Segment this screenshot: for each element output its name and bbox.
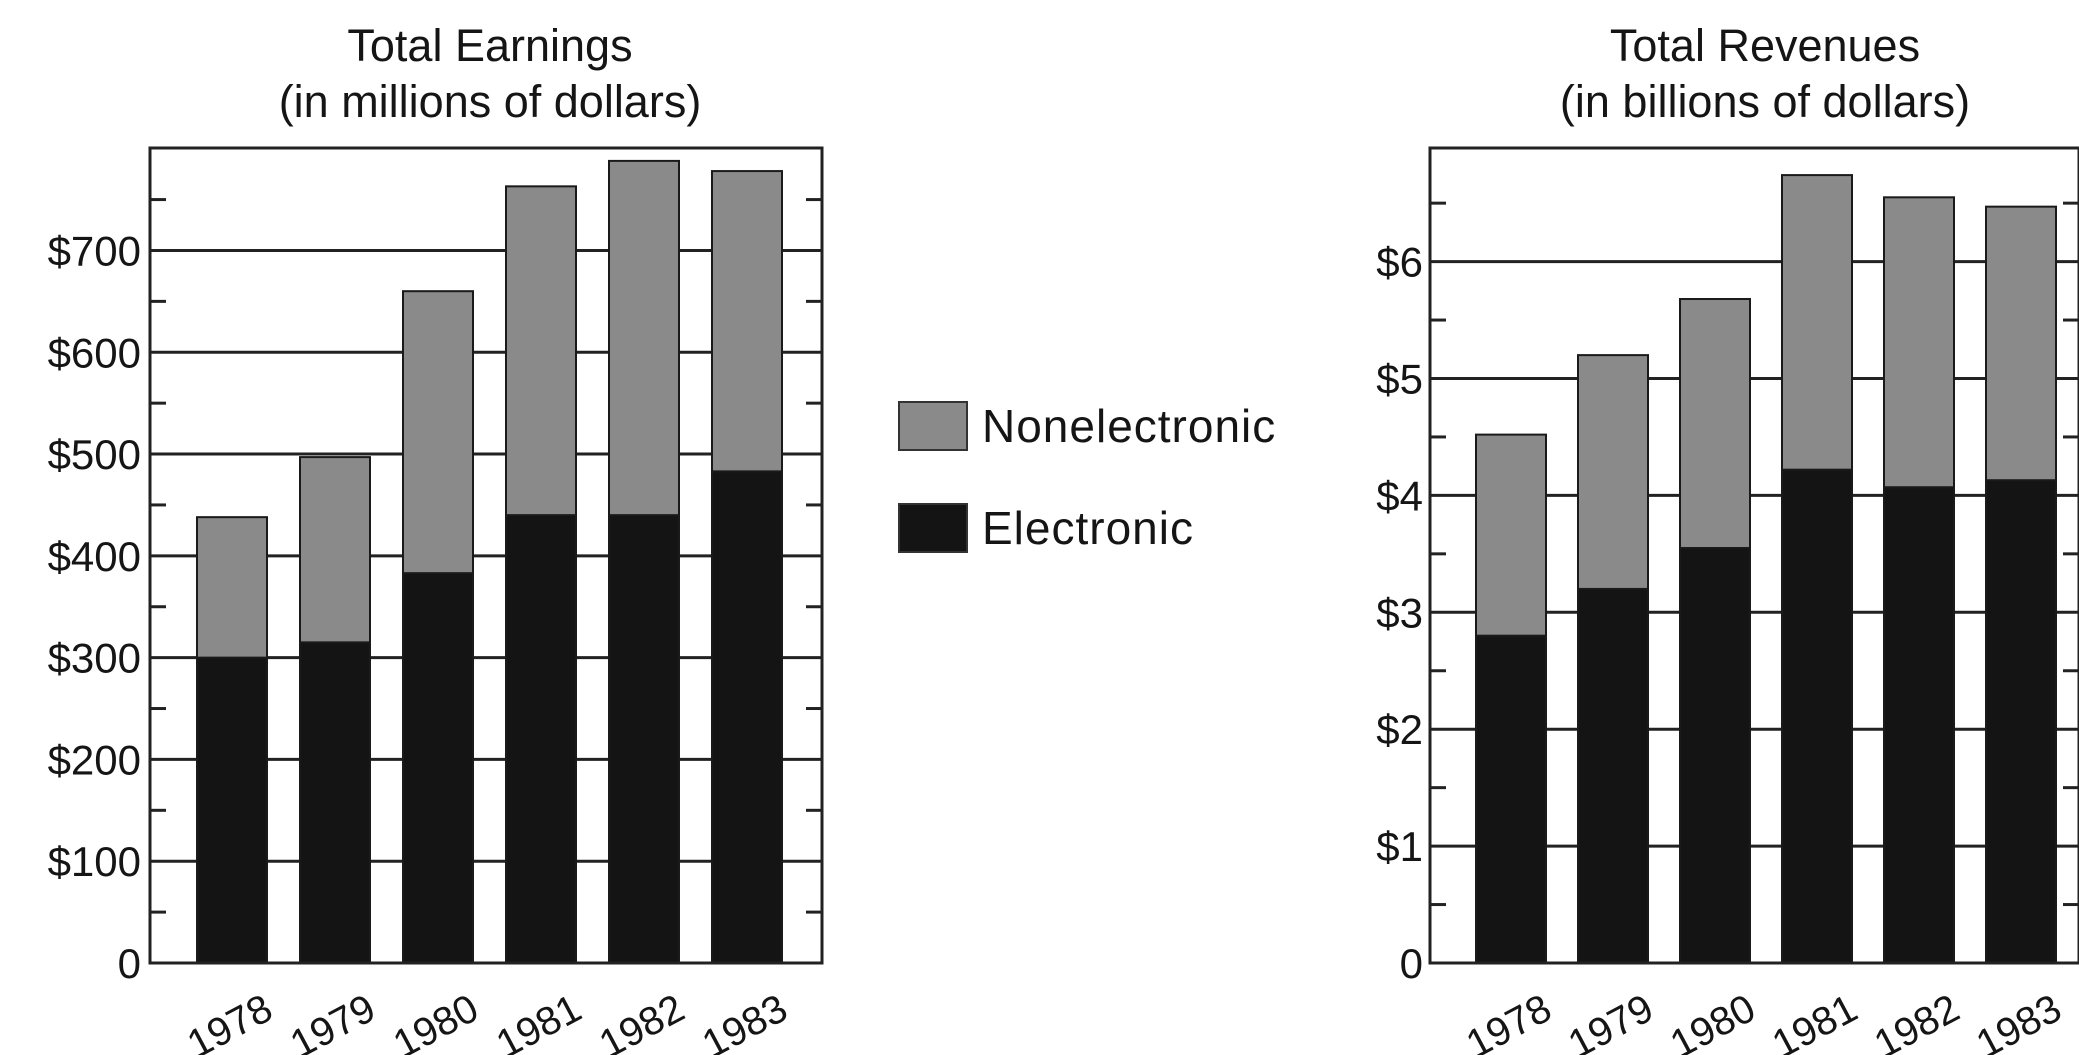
earnings-x-tick-label: 1981 bbox=[489, 986, 588, 1055]
legend-swatch-electronic bbox=[898, 503, 968, 553]
revenues-y-tick-label: 0 bbox=[1400, 940, 1423, 987]
revenues-bar-electronic-1978 bbox=[1475, 634, 1547, 964]
earnings-x-tick-label: 1982 bbox=[592, 986, 691, 1055]
earnings-title-subtitle: (in millions of dollars) bbox=[278, 76, 702, 127]
revenues-bar-nonelectronic-1981 bbox=[1781, 174, 1853, 471]
earnings-x-tick-label: 1983 bbox=[695, 986, 794, 1055]
revenues-y-tick-label: $1 bbox=[1376, 823, 1423, 870]
legend: Nonelectronic Electronic bbox=[898, 398, 1276, 602]
revenues-bar-electronic-1981 bbox=[1781, 468, 1853, 964]
earnings-bar-electronic-1980 bbox=[402, 572, 474, 964]
earnings-bar-nonelectronic-1978 bbox=[196, 516, 268, 659]
earnings-bar-electronic-1981 bbox=[505, 514, 577, 965]
revenues-x-tick-label: 1983 bbox=[1969, 986, 2068, 1055]
earnings-x-tick-label: 1980 bbox=[386, 986, 485, 1055]
earnings-y-tick-label: 0 bbox=[118, 940, 141, 987]
revenues-chart: 1978 1979 1980 1981 1982 1983 0 $1 $2 $3 $4 $5 $6 bbox=[1376, 146, 2079, 1055]
revenues-bar-electronic-1979 bbox=[1577, 587, 1649, 964]
revenues-x-tick-label: 1979 bbox=[1561, 986, 1660, 1055]
revenues-title: Total Revenues (in billions of dollars) bbox=[1425, 18, 2079, 130]
revenues-x-tick-label: 1981 bbox=[1765, 986, 1864, 1055]
earnings-bar-electronic-1982 bbox=[608, 514, 680, 965]
earnings-bar-electronic-1983 bbox=[711, 470, 783, 964]
legend-label-electronic: Electronic bbox=[982, 502, 1194, 554]
earnings-y-tick-label: $700 bbox=[48, 227, 141, 274]
revenues-y-tick-label: $5 bbox=[1376, 356, 1423, 403]
revenues-bar-nonelectronic-1982 bbox=[1883, 196, 1955, 489]
earnings-x-tick-label: 1978 bbox=[180, 986, 279, 1055]
earnings-bar-electronic-1978 bbox=[196, 656, 268, 964]
earnings-x-tick-label: 1979 bbox=[283, 986, 382, 1055]
earnings-y-tick-label: $300 bbox=[48, 635, 141, 682]
earnings-bar-nonelectronic-1980 bbox=[402, 290, 474, 575]
earnings-bar-electronic-1979 bbox=[299, 641, 371, 964]
revenues-bar-electronic-1982 bbox=[1883, 486, 1955, 964]
earnings-y-tick-label: $600 bbox=[48, 329, 141, 376]
revenues-bar-electronic-1980 bbox=[1679, 547, 1751, 964]
legend-item-electronic: Electronic bbox=[898, 500, 1276, 556]
earnings-plot-frame bbox=[148, 146, 824, 965]
earnings-y-tick-label: $100 bbox=[48, 838, 141, 885]
earnings-title-main: Total Earnings bbox=[347, 20, 633, 71]
earnings-title: Total Earnings (in millions of dollars) bbox=[150, 18, 830, 130]
revenues-x-tick-label: 1978 bbox=[1459, 986, 1558, 1055]
revenues-x-tick-label: 1980 bbox=[1663, 986, 1762, 1055]
legend-swatch-nonelectronic bbox=[898, 401, 968, 451]
earnings-bar-nonelectronic-1979 bbox=[299, 456, 371, 644]
revenues-title-subtitle: (in billions of dollars) bbox=[1559, 76, 1971, 127]
revenues-bar-nonelectronic-1978 bbox=[1475, 433, 1547, 637]
earnings-bar-nonelectronic-1981 bbox=[505, 185, 577, 517]
revenues-y-tick-label: $3 bbox=[1376, 589, 1423, 636]
revenues-y-tick-label: $2 bbox=[1376, 706, 1423, 753]
legend-item-nonelectronic: Nonelectronic bbox=[898, 398, 1276, 454]
legend-label-nonelectronic: Nonelectronic bbox=[982, 400, 1277, 452]
earnings-bar-nonelectronic-1983 bbox=[711, 170, 783, 473]
revenues-bar-nonelectronic-1979 bbox=[1577, 354, 1649, 590]
revenues-plot-frame bbox=[1428, 146, 2079, 965]
revenues-bar-electronic-1983 bbox=[1985, 479, 2057, 964]
revenues-x-tick-label: 1982 bbox=[1867, 986, 1966, 1055]
revenues-y-tick-label: $6 bbox=[1376, 239, 1423, 286]
revenues-title-main: Total Revenues bbox=[1609, 20, 1921, 71]
revenues-bar-nonelectronic-1980 bbox=[1679, 298, 1751, 550]
revenues-bar-nonelectronic-1983 bbox=[1985, 205, 2057, 482]
revenues-y-tick-label: $4 bbox=[1376, 472, 1423, 519]
earnings-bar-nonelectronic-1982 bbox=[608, 159, 680, 517]
earnings-y-tick-label: $400 bbox=[48, 533, 141, 580]
earnings-chart: 1978 1979 1980 1981 1982 1983 0 $100 $200 $300 $40… bbox=[48, 146, 824, 1055]
earnings-y-tick-label: $200 bbox=[48, 736, 141, 783]
earnings-y-tick-label: $500 bbox=[48, 431, 141, 478]
